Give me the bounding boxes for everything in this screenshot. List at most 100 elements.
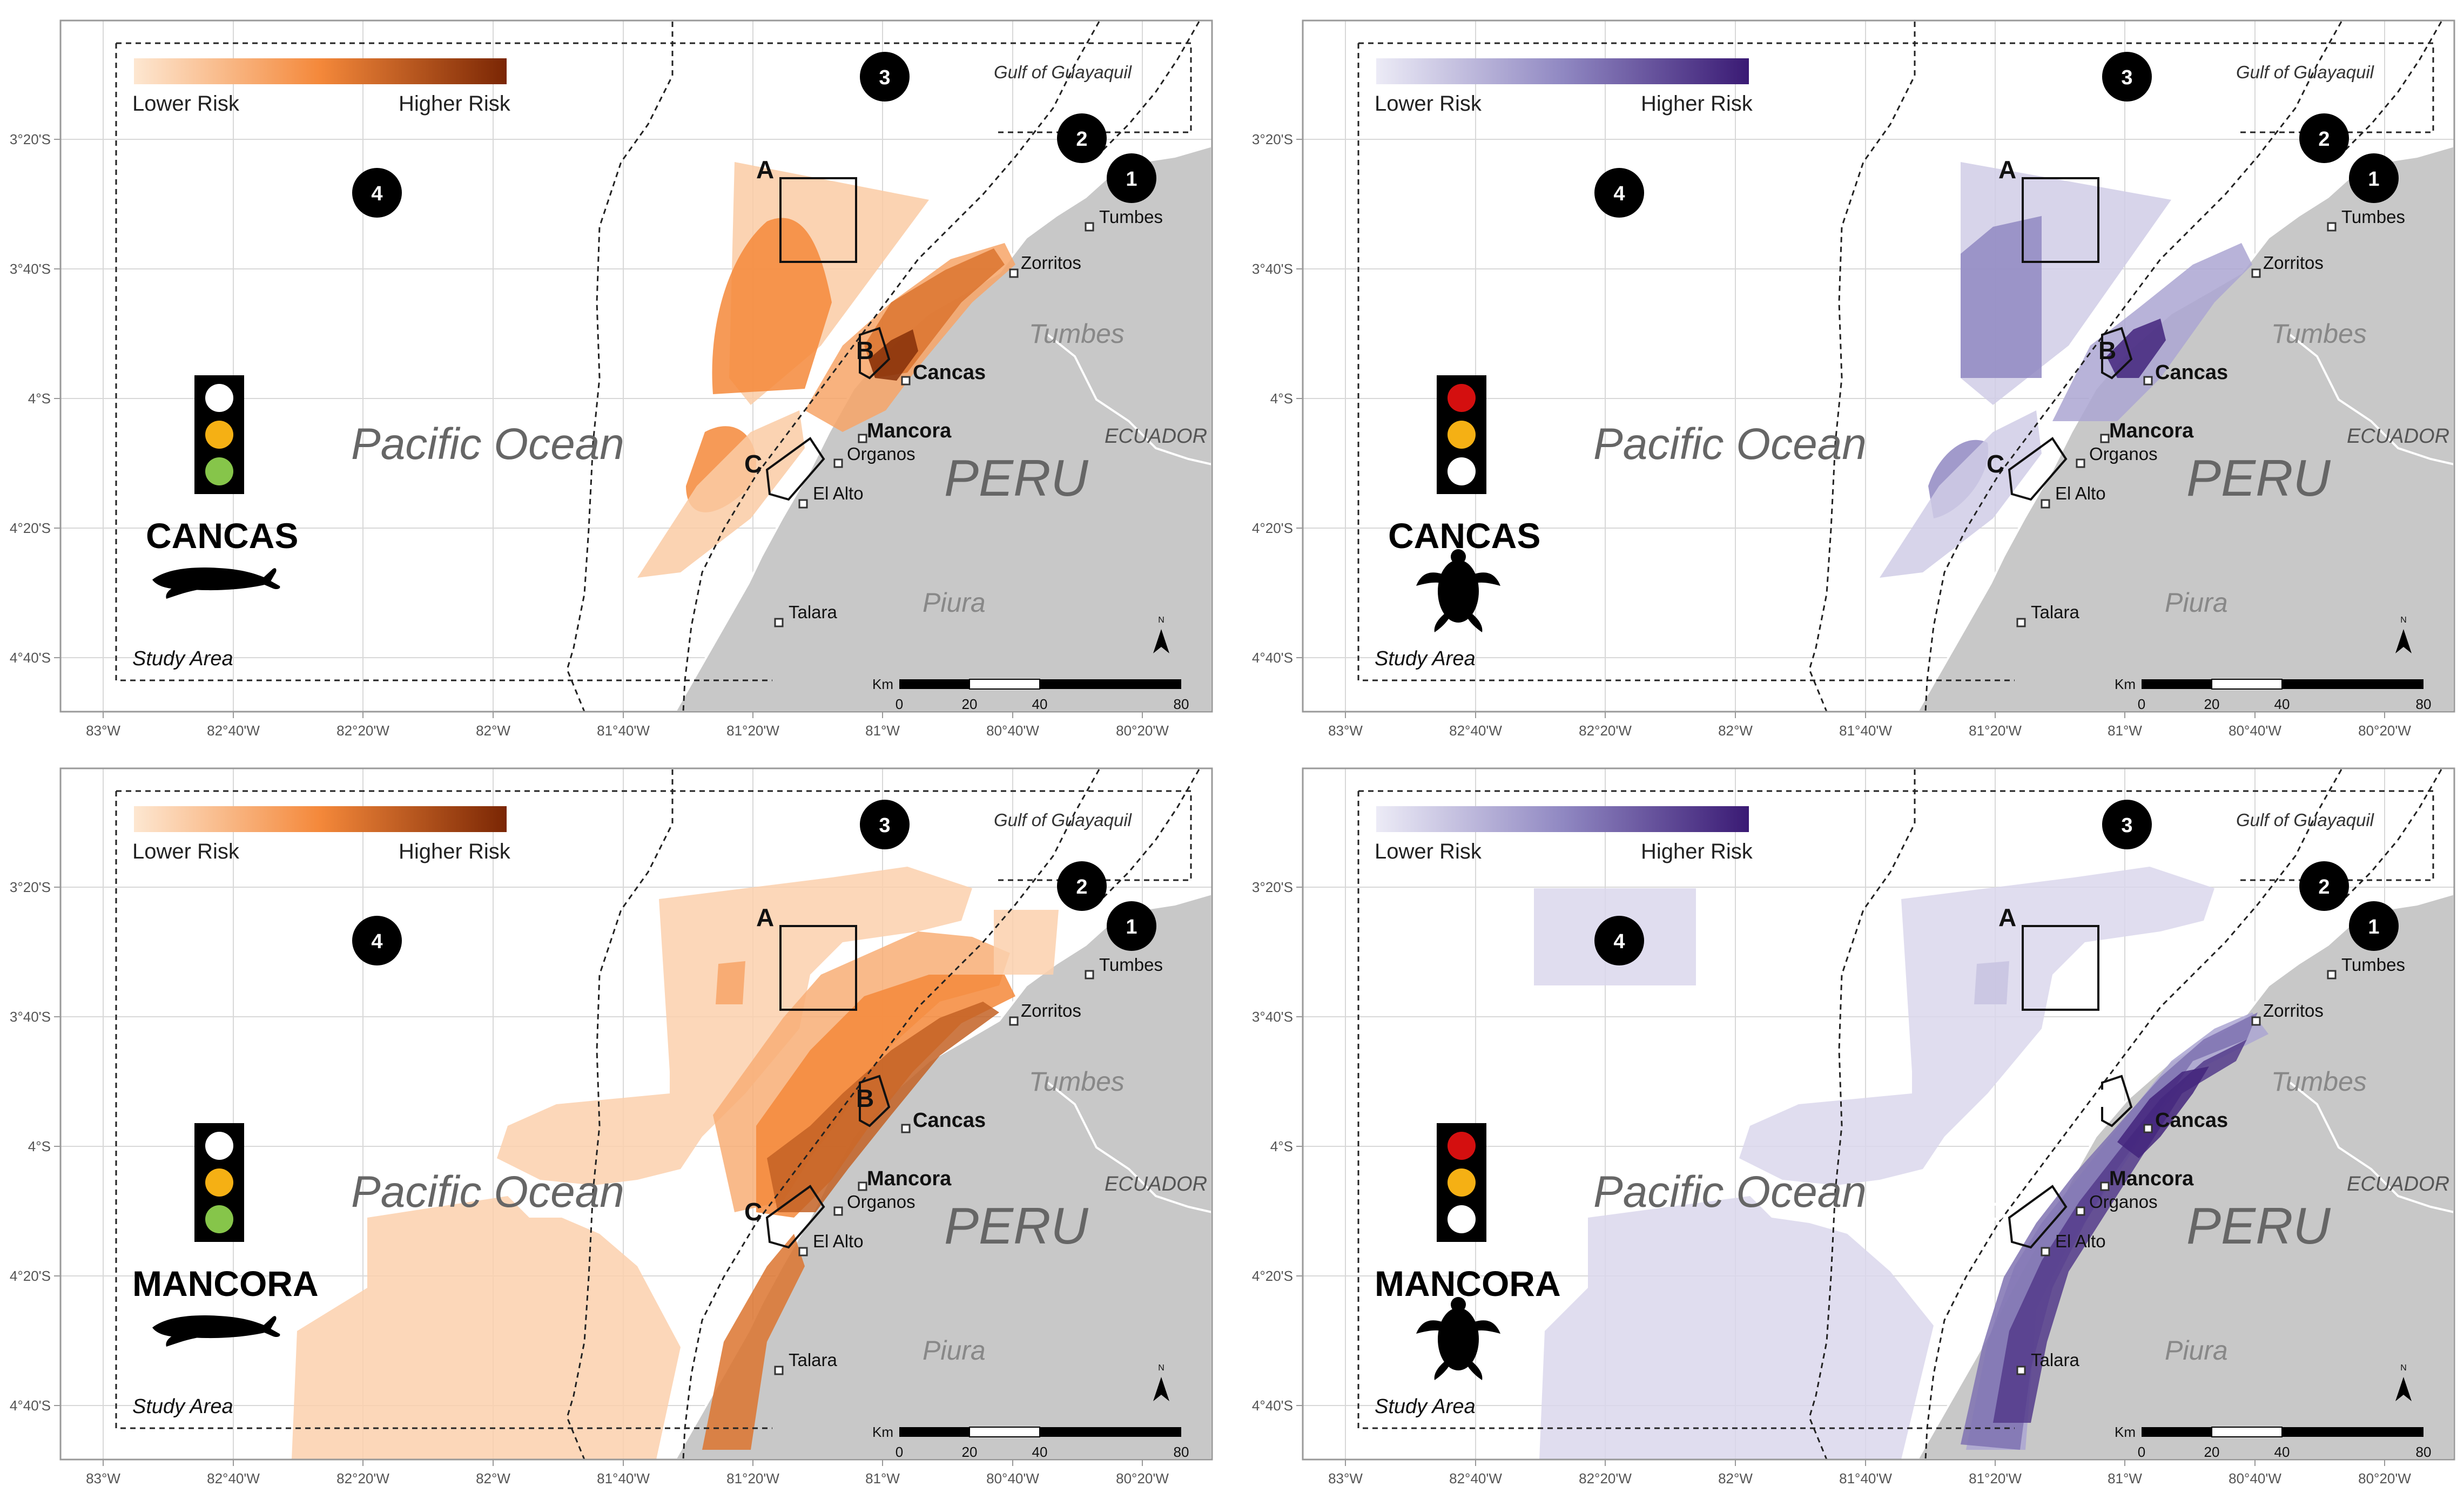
turtle-flipper	[1416, 1320, 1443, 1334]
town-label: Organos	[847, 444, 915, 464]
town-marker	[2076, 458, 2085, 468]
legend-high-label: Higher Risk	[1641, 840, 1753, 863]
gulf-label: Gulf of Guayaquil	[2236, 810, 2375, 830]
lat-tick-label: 3°40'S	[10, 1009, 51, 1025]
whale-body	[152, 567, 280, 599]
traffic-light	[194, 375, 244, 494]
zone-number-label: 1	[1126, 916, 1137, 938]
lon-tick-label: 81°W	[2108, 1470, 2142, 1487]
scale-tick-label: 40	[1032, 696, 1048, 712]
traffic-light-white	[205, 1132, 233, 1160]
scale-segment	[899, 1427, 970, 1437]
ocean-label: Pacific Ocean	[1593, 1167, 1867, 1217]
zone-box-a	[2022, 925, 2099, 1011]
scale-segment	[1040, 1427, 1181, 1437]
town-label: Organos	[2089, 444, 2158, 464]
north-label: N	[2400, 1363, 2407, 1373]
study-area-boundary	[115, 42, 1192, 681]
turtle-flipper	[1467, 614, 1483, 632]
zone-number-marker	[1107, 153, 1156, 203]
turtle-head	[1451, 1297, 1466, 1312]
town-marker	[2143, 1124, 2153, 1133]
scale-segment	[2142, 679, 2212, 689]
town-label: Mancora	[867, 420, 952, 442]
risk-zone	[994, 910, 1059, 975]
legend-high-label: Higher Risk	[399, 92, 511, 116]
risk-zone	[1539, 1196, 1934, 1460]
turtle-flipper	[1467, 1362, 1483, 1380]
species-silhouette	[1416, 549, 1500, 632]
map-panel-mancora-whale: A B C Tumbes Zorritos Cancas Mancora Organos El …	[0, 748, 1221, 1493]
risk-zone	[497, 867, 972, 1185]
lon-tick-label: 80°40'W	[986, 1470, 1039, 1487]
zone-label-a: A	[756, 903, 774, 931]
zone-number-marker	[1107, 901, 1156, 951]
scale-segment	[899, 679, 970, 689]
town-marker	[833, 458, 843, 468]
scale-unit: Km	[872, 676, 893, 692]
town-marker	[2327, 222, 2337, 232]
region-label-tumbes: Tumbes	[1029, 319, 1125, 349]
town-marker	[2327, 970, 2337, 979]
study-area-boundary	[115, 790, 1192, 1429]
town-label: Talara	[789, 602, 838, 622]
lon-tick-label: 82°W	[1718, 1470, 1753, 1487]
town-marker	[2100, 434, 2110, 443]
country-label-peru: PERU	[944, 449, 1088, 507]
scale-unit: Km	[2115, 1424, 2136, 1440]
traffic-light-white	[1448, 1205, 1476, 1233]
traffic-light-white	[1448, 457, 1476, 485]
zone-number-label: 4	[1613, 930, 1625, 953]
risk-legend-bar	[1376, 58, 1749, 84]
zone-box-a	[2022, 177, 2099, 263]
town-label: Tumbes	[1099, 207, 1163, 227]
zone-label-a: A	[1998, 156, 2016, 184]
zone-box-b	[2101, 327, 2133, 380]
zone-number-marker	[2299, 113, 2349, 163]
town-marker	[798, 499, 808, 509]
lon-tick-label: 80°20'W	[1116, 722, 1169, 739]
lon-tick-label: 82°20'W	[1579, 1470, 1632, 1487]
town-marker	[858, 1181, 867, 1191]
depth-contour	[2343, 21, 2442, 152]
town-label: Cancas	[913, 1109, 986, 1132]
lat-tick-label: 3°20'S	[10, 879, 51, 895]
town-label: Mancora	[2109, 1167, 2194, 1190]
traffic-light	[1437, 1123, 1486, 1242]
lat-tick-label: 4°S	[1270, 390, 1293, 407]
town-label: El Alto	[813, 1231, 864, 1251]
turtle-flipper	[1434, 614, 1450, 632]
lon-tick-label: 80°20'W	[2358, 1470, 2411, 1487]
zone-box-b	[859, 327, 891, 380]
lat-tick-label: 4°S	[28, 1138, 51, 1154]
turtle-flipper	[1416, 572, 1443, 586]
town-label: El Alto	[2055, 1231, 2106, 1251]
legend-low-label: Lower Risk	[132, 92, 240, 116]
whale-body	[152, 1315, 280, 1347]
lon-tick-label: 83°W	[1328, 1470, 1363, 1487]
lon-tick-label: 81°20'W	[1969, 722, 2022, 739]
traffic-light-red	[1448, 384, 1476, 412]
country-border	[1047, 1082, 1212, 1213]
town-marker	[1085, 222, 1094, 232]
lon-tick-label: 80°40'W	[2229, 1470, 2281, 1487]
town-marker	[2041, 499, 2050, 509]
country-label-peru: PERU	[944, 1197, 1088, 1255]
zone-number-marker	[1057, 861, 1107, 911]
town-label: Mancora	[2109, 420, 2194, 442]
scale-segment	[969, 679, 1040, 690]
lon-tick-label: 82°W	[476, 1470, 510, 1487]
site-title: MANCORA	[1375, 1264, 1561, 1303]
traffic-light-yellow	[205, 1168, 233, 1197]
risk-zone	[1974, 961, 2009, 1004]
region-label-piura: Piura	[2165, 587, 2228, 618]
zone-number-marker	[2299, 861, 2349, 911]
ocean-label: Pacific Ocean	[351, 420, 624, 469]
region-label-tumbes: Tumbes	[2271, 1066, 2367, 1097]
zone-number-label: 1	[2368, 916, 2379, 938]
scale-tick-label: 80	[1174, 696, 1189, 712]
